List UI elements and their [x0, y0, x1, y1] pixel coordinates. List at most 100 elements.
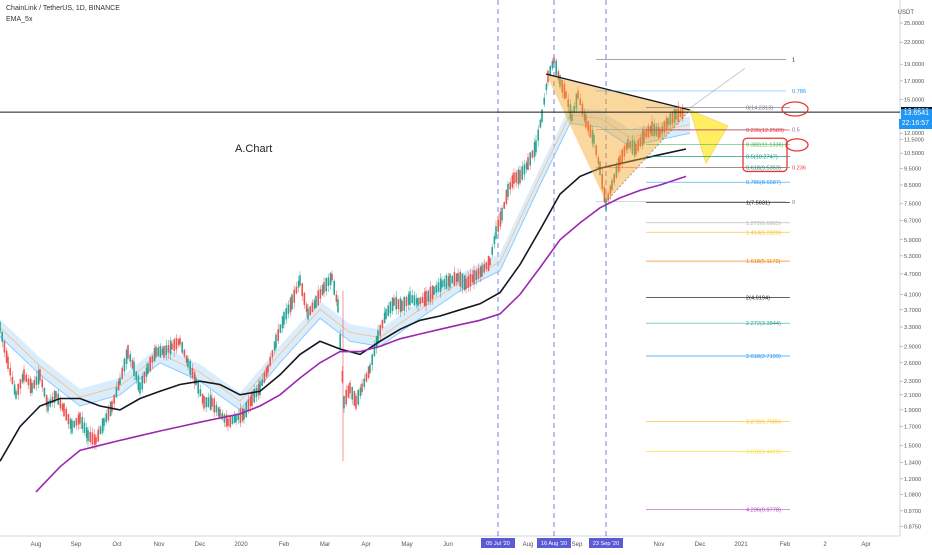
x-tick-label: Apr: [361, 542, 370, 548]
candle-body: [681, 106, 684, 119]
candle-body: [501, 208, 503, 221]
candle-body: [499, 211, 502, 227]
candle-body: [613, 173, 615, 183]
candle-body: [581, 103, 584, 116]
x-tick-label: Aug: [31, 542, 42, 548]
candle-body: [383, 312, 386, 324]
candle-body: [615, 165, 618, 178]
candle-body: [263, 372, 266, 383]
y-tick-label: 1.0800: [904, 493, 921, 499]
candle-body: [453, 272, 456, 286]
candle-body: [469, 273, 472, 287]
candle-body: [399, 298, 402, 313]
candle-body: [609, 185, 612, 195]
candle-body: [417, 298, 419, 306]
candle-body: [533, 142, 536, 157]
candle-body: [473, 270, 475, 285]
candle-body: [343, 396, 345, 409]
candle-body: [319, 289, 322, 299]
candle-body: [307, 308, 309, 320]
indicator-label[interactable]: EMA_5x: [6, 16, 33, 23]
candle-body: [0, 321, 1, 333]
candle-body: [85, 427, 88, 438]
candle-body: [359, 387, 362, 397]
candle-body: [565, 91, 567, 99]
candle-body: [617, 158, 620, 172]
candle-body: [505, 189, 508, 204]
candle-body: [237, 413, 239, 421]
y-tick-label: 1.3400: [904, 460, 921, 466]
candle-body: [83, 422, 86, 433]
candle-body: [503, 202, 505, 209]
candle-body: [601, 174, 603, 189]
date-marker-label: 16 Aug '20: [541, 541, 567, 547]
candle-body: [339, 334, 341, 349]
y-tick-label: 17.0000: [904, 79, 924, 85]
candle-body: [69, 418, 72, 429]
candle-body: [201, 393, 204, 404]
x-tick-label: Sep: [572, 542, 583, 548]
ema-slow-line: [0, 148, 687, 462]
candle-body: [541, 109, 543, 122]
projection-line: [689, 67, 746, 109]
candle-body: [109, 401, 112, 417]
candle-body: [355, 395, 357, 409]
fib-retracement-label: 0.236: [792, 165, 806, 171]
x-tick-label: 2021: [734, 542, 748, 548]
y-tick-label: 5.9000: [904, 238, 921, 244]
x-tick-label: Nov: [154, 542, 165, 548]
fib-retracement-label: 1: [792, 58, 795, 64]
candle-body: [249, 396, 252, 406]
candle-body: [455, 273, 458, 283]
x-tick-label: Oct: [112, 542, 122, 548]
price-axis[interactable]: [900, 0, 932, 550]
candle-body: [115, 387, 118, 398]
candle-body: [595, 145, 597, 156]
candle-body: [135, 371, 137, 381]
candle-body: [23, 369, 25, 381]
candle-body: [577, 91, 579, 99]
x-tick-label: Feb: [780, 542, 791, 548]
candle-body: [25, 374, 27, 383]
candle-body: [539, 119, 542, 128]
candle-body: [603, 187, 606, 202]
candle-body: [479, 266, 482, 278]
candle-body: [161, 348, 164, 355]
candle-body: [551, 60, 554, 69]
candle-body: [143, 371, 146, 384]
candle-body: [323, 282, 325, 293]
candle-body: [45, 394, 48, 407]
candle-body: [461, 273, 464, 289]
candle-body: [511, 175, 514, 188]
candle-body: [643, 129, 645, 143]
candle-body: [179, 338, 181, 345]
candle-body: [459, 271, 461, 287]
candle-body: [81, 416, 83, 429]
candle-body: [325, 278, 327, 292]
candle-body: [345, 389, 347, 405]
candle-body: [421, 296, 424, 303]
date-marker-label: 23 Sep '20: [593, 541, 620, 547]
candle-body: [489, 258, 491, 266]
candle-body: [463, 275, 466, 290]
candle-body: [349, 382, 351, 394]
candle-body: [415, 298, 418, 305]
candle-body: [77, 414, 80, 425]
candle-body: [107, 406, 110, 421]
candle-body: [259, 381, 261, 395]
candle-body: [377, 330, 379, 343]
symbol-title[interactable]: ChainLink / TetherUS, 1D, BINANCE: [6, 5, 120, 12]
candle-body: [657, 126, 660, 138]
candle-body: [215, 404, 218, 413]
y-tick-label: 19.0000: [904, 62, 924, 68]
candle-body: [279, 324, 282, 333]
candle-body: [187, 358, 189, 368]
candle-body: [89, 432, 91, 443]
ema-cloud: [0, 106, 690, 410]
support-trendline: [605, 109, 691, 202]
candle-body: [15, 391, 17, 399]
candle-body: [673, 108, 676, 123]
candle-body: [587, 121, 589, 132]
